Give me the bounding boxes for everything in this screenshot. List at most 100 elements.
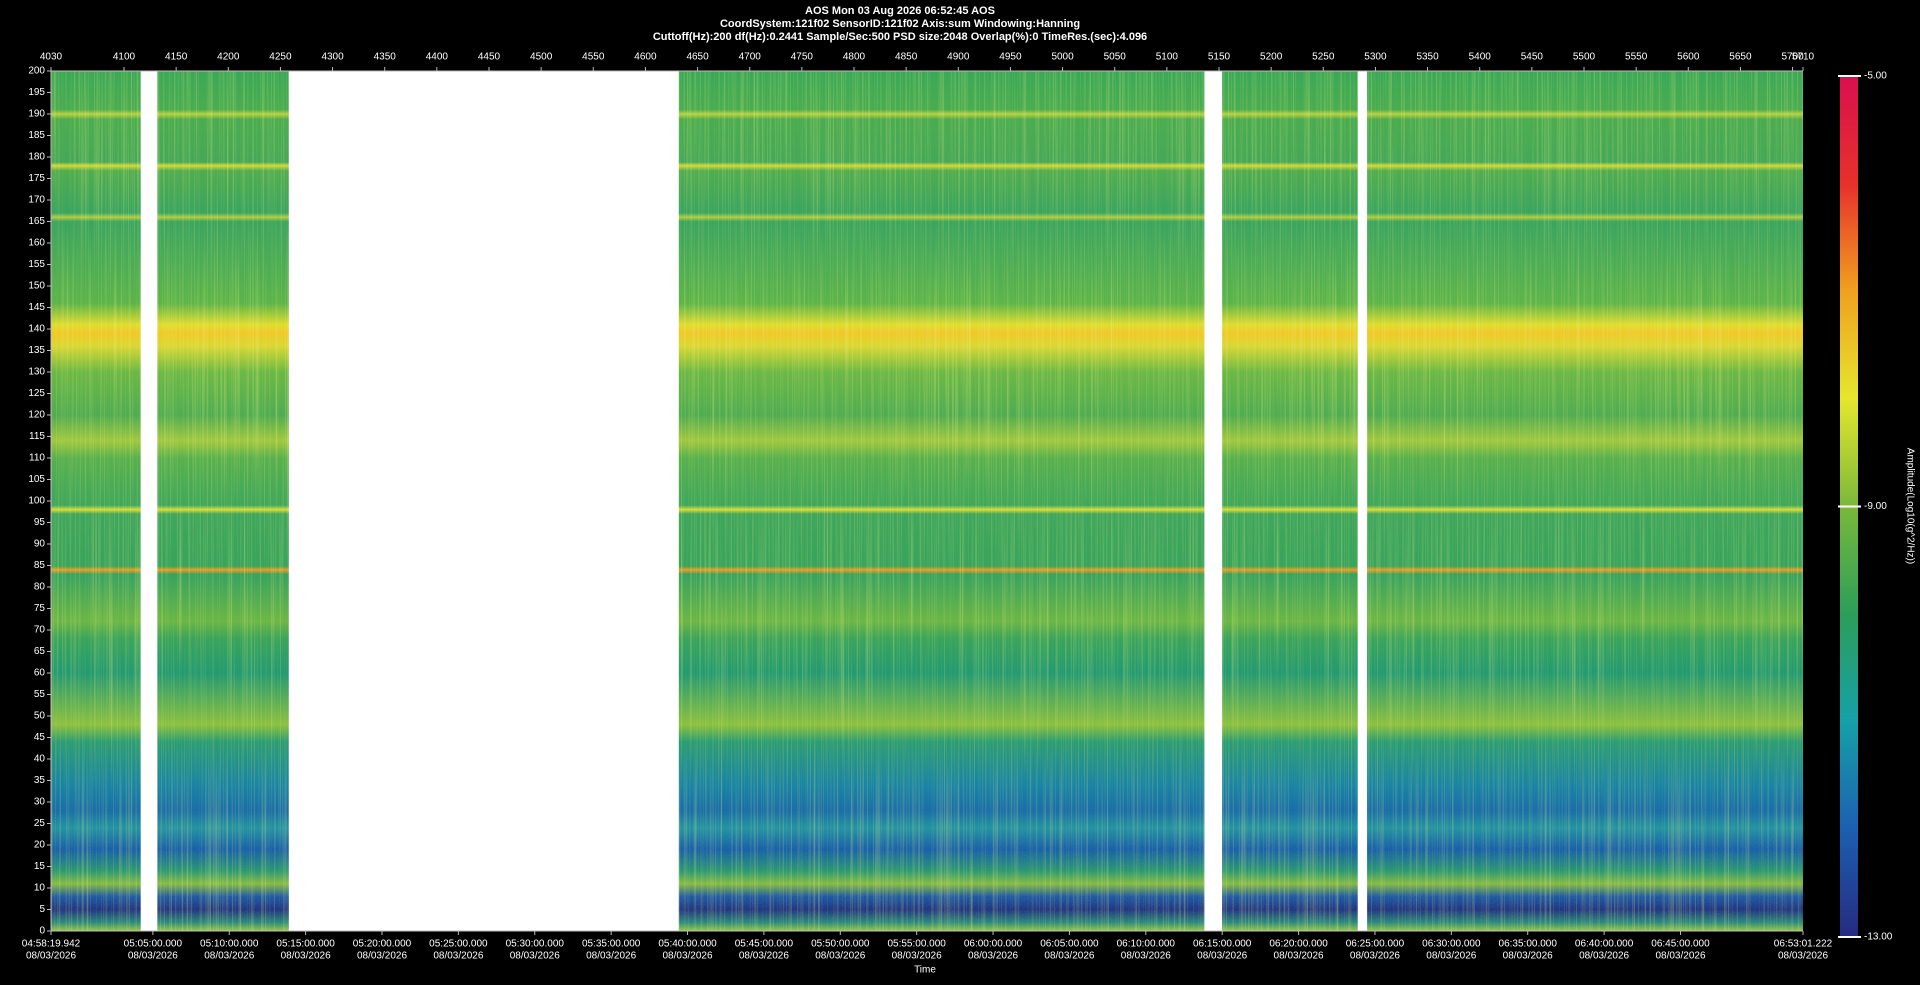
- texture: [157, 71, 289, 931]
- colorbar-tick-label: -5.00: [1864, 71, 1887, 82]
- x-tick-date: 08/03/2026: [1044, 951, 1094, 962]
- x-tick-label: 06:40:00.000: [1575, 939, 1634, 950]
- x2-tick-label: 5300: [1364, 52, 1387, 63]
- x2-tick-label: 5400: [1469, 52, 1492, 63]
- x-tick-date: 08/03/2026: [1274, 951, 1324, 962]
- x2-tick-label: 4200: [217, 52, 240, 63]
- x2-tick-label: 4650: [686, 52, 709, 63]
- x-tick-label: 04:58:19.942: [22, 939, 81, 950]
- y-tick-label: 110: [29, 453, 45, 464]
- colorbar-tick-label: -9.00: [1864, 501, 1887, 512]
- x-tick-date: 08/03/2026: [662, 951, 712, 962]
- x-tick-label: 05:55:00.000: [887, 939, 946, 950]
- x2-tick-label: 5650: [1729, 52, 1752, 63]
- x-tick-label: 05:45:00.000: [735, 939, 794, 950]
- y-tick-label: 65: [34, 646, 46, 657]
- x2-tick-label: 4850: [895, 52, 918, 63]
- y-tick-label: 155: [28, 259, 45, 270]
- y-tick-label: 10: [34, 883, 46, 894]
- x-tick-label: 05:30:00.000: [506, 939, 565, 950]
- x-tick-date: 08/03/2026: [1197, 951, 1247, 962]
- x-tick-date: 08/03/2026: [1350, 951, 1400, 962]
- x2-tick-label: 4300: [321, 52, 344, 63]
- x-tick-label: 06:25:00.000: [1346, 939, 1405, 950]
- chart-title: AOS Mon 03 Aug 2026 06:52:45 AOS: [805, 5, 995, 17]
- x-tick-label: 06:05:00.000: [1040, 939, 1099, 950]
- texture: [1222, 71, 1358, 931]
- y-tick-label: 115: [29, 431, 45, 442]
- x2-tick-label: 5100: [1156, 52, 1179, 63]
- x-tick-label: 05:15:00.000: [276, 939, 335, 950]
- x-tick-label: 05:10:00.000: [200, 939, 259, 950]
- x-tick-date: 08/03/2026: [815, 951, 865, 962]
- x2-tick-label: 5710: [1792, 52, 1815, 63]
- y-tick-label: 185: [28, 130, 45, 141]
- y-tick-label: 30: [34, 797, 46, 808]
- texture: [1367, 71, 1803, 931]
- y-tick-label: 35: [34, 775, 46, 786]
- x2-tick-label: 5600: [1677, 52, 1700, 63]
- x-tick-date: 08/03/2026: [1579, 951, 1629, 962]
- x-tick-date: 08/03/2026: [968, 951, 1018, 962]
- texture: [157, 827, 289, 931]
- y-tick-label: 45: [34, 732, 46, 743]
- x-tick-label: 06:35:00.000: [1499, 939, 1558, 950]
- x-tick-date: 08/03/2026: [586, 951, 636, 962]
- chart-subtitle: CoordSystem:121f02 SensorID:121f02 Axis:…: [720, 18, 1080, 30]
- x2-tick-label: 5250: [1312, 52, 1335, 63]
- x-tick-label: 06:53:01.222: [1774, 939, 1833, 950]
- x2-tick-label: 5700: [1781, 52, 1804, 63]
- x2-tick-label: 4100: [113, 52, 136, 63]
- x-tick-date: 08/03/2026: [739, 951, 789, 962]
- y-tick-label: 100: [28, 496, 45, 507]
- x2-tick-label: 4400: [426, 52, 449, 63]
- x2-tick-label: 5150: [1208, 52, 1231, 63]
- x-tick-label: 05:40:00.000: [658, 939, 717, 950]
- y-tick-label: 95: [34, 517, 46, 528]
- x2-tick-label: 4250: [269, 52, 292, 63]
- x2-tick-label: 4550: [582, 52, 605, 63]
- axes: 0510152025303540455055606570758085909510…: [22, 52, 1833, 962]
- x-tick-date: 08/03/2026: [1503, 951, 1553, 962]
- y-tick-label: 120: [28, 410, 45, 421]
- y-tick-label: 175: [28, 173, 45, 184]
- colorbar-label: Amplitude(Log10(g^2/Hz)): [1904, 448, 1915, 564]
- y-tick-label: 135: [28, 345, 45, 356]
- texture: [51, 71, 141, 931]
- x2-tick-label: 5050: [1104, 52, 1127, 63]
- x-axis-label: Time: [914, 965, 936, 976]
- x-tick-date: 08/03/2026: [1778, 951, 1828, 962]
- y-tick-label: 40: [34, 754, 46, 765]
- x2-tick-label: 5350: [1416, 52, 1439, 63]
- y-tick-label: 150: [28, 281, 45, 292]
- x-tick-date: 08/03/2026: [510, 951, 560, 962]
- y-tick-label: 80: [34, 582, 46, 593]
- x-tick-date: 08/03/2026: [1655, 951, 1705, 962]
- y-tick-label: 60: [34, 668, 46, 679]
- y-tick-label: 20: [34, 840, 46, 851]
- x2-tick-label: 4950: [999, 52, 1022, 63]
- x-tick-label: 05:05:00.000: [124, 939, 183, 950]
- y-tick-label: 75: [34, 603, 46, 614]
- y-tick-label: 160: [28, 238, 45, 249]
- x2-tick-label: 4750: [791, 52, 814, 63]
- y-tick-label: 90: [34, 539, 46, 550]
- x-tick-label: 06:45:00.000: [1651, 939, 1710, 950]
- x2-tick-label: 4800: [843, 52, 866, 63]
- x-tick-date: 08/03/2026: [281, 951, 331, 962]
- x-tick-label: 05:50:00.000: [811, 939, 870, 950]
- settings-line: Cuttoff(Hz):200 df(Hz):0.2441 Sample/Sec…: [653, 31, 1147, 43]
- x-tick-label: 05:20:00.000: [353, 939, 412, 950]
- y-tick-label: 15: [34, 861, 46, 872]
- x-tick-date: 08/03/2026: [26, 951, 76, 962]
- y-tick-label: 190: [28, 109, 45, 120]
- x2-tick-label: 5500: [1573, 52, 1596, 63]
- x-tick-label: 05:35:00.000: [582, 939, 641, 950]
- x-tick-label: 06:20:00.000: [1269, 939, 1328, 950]
- x-tick-label: 06:00:00.000: [964, 939, 1023, 950]
- x2-tick-label: 4500: [530, 52, 553, 63]
- y-tick-label: 170: [28, 195, 45, 206]
- y-tick-label: 200: [28, 66, 45, 77]
- texture: [51, 827, 141, 931]
- x2-tick-label: 4450: [478, 52, 501, 63]
